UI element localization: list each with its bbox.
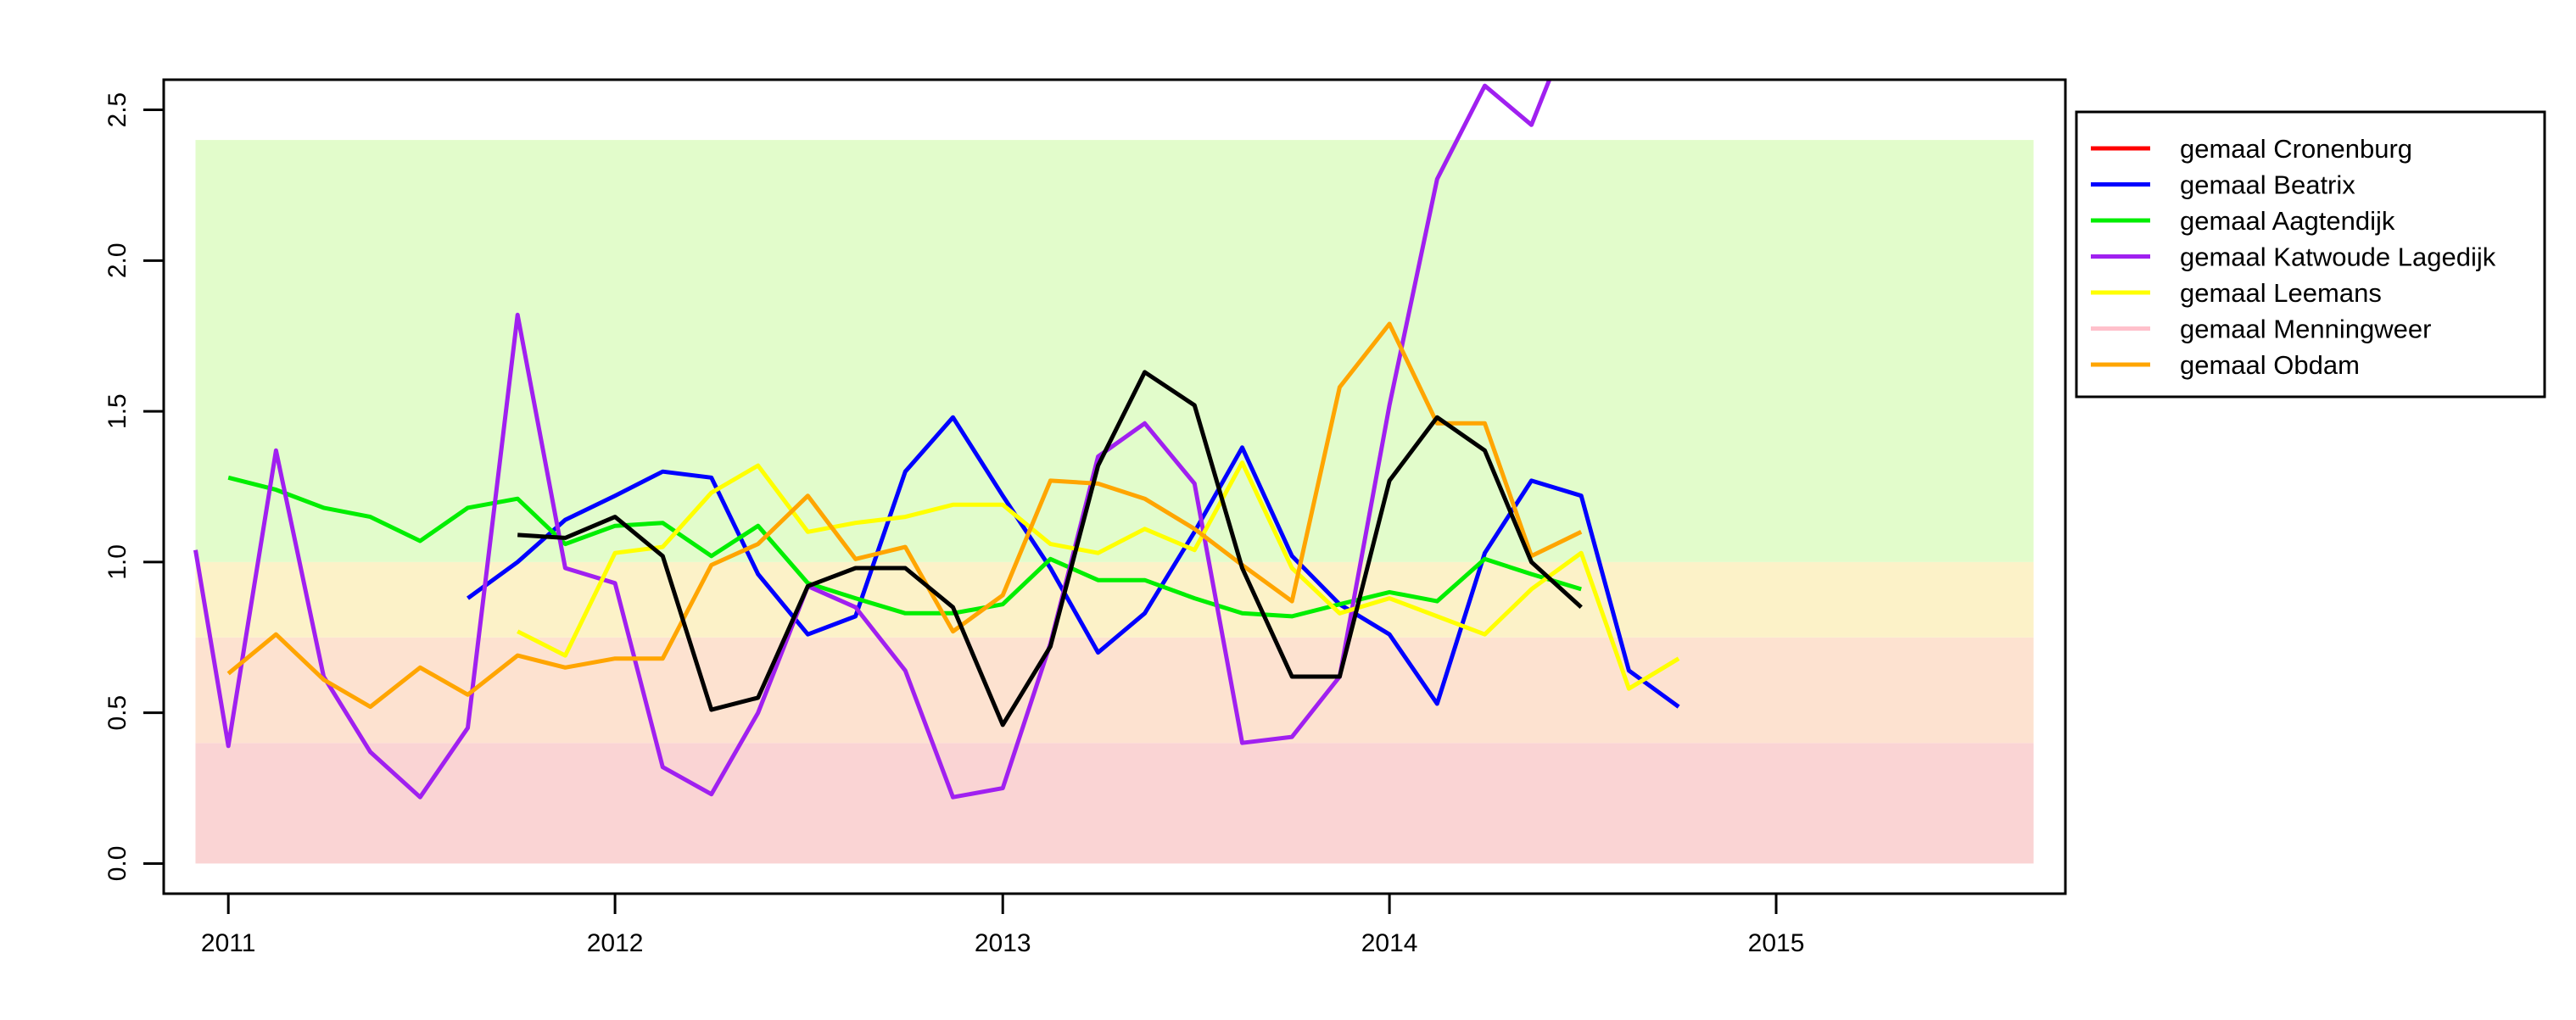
threshold-bands: [195, 140, 2034, 864]
x-tick-label: 2012: [587, 929, 644, 957]
series-line: [227, 475, 1582, 619]
legend-label: gemaal Obdam: [2180, 350, 2360, 380]
legend-label: gemaal Aagtendijk: [2180, 206, 2395, 236]
legend-label: gemaal Cronenburg: [2180, 134, 2412, 164]
threshold-band: [195, 140, 2034, 562]
y-tick-label: 0.0: [103, 846, 131, 882]
x-tick-label: 2013: [975, 929, 1031, 957]
x-tick-label: 2014: [1361, 929, 1418, 957]
legend-label: gemaal Katwoude Lagedijk: [2180, 242, 2496, 272]
series-lines: [193, 80, 1680, 800]
series-line: [226, 321, 1583, 710]
y-axis: 0.0 0.5 1.0 1.5 2.0 2.5: [103, 92, 165, 882]
x-tick-label: 2015: [1748, 929, 1805, 957]
y-tick-label: 2.0: [103, 242, 131, 278]
series-line: [517, 370, 1583, 727]
series-line: [517, 460, 1680, 691]
threshold-band: [195, 561, 2034, 638]
threshold-band: [195, 743, 2034, 864]
y-tick-label: 2.5: [103, 92, 131, 128]
legend-label: gemaal Menningweer: [2180, 315, 2431, 344]
series-line: [193, 80, 1552, 800]
threshold-band: [195, 637, 2034, 744]
x-axis: 2011 2012 2013 2014 2015: [201, 892, 1805, 957]
y-tick-label: 1.0: [103, 544, 131, 580]
y-tick-label: 0.5: [103, 695, 131, 731]
x-tick-label: 2011: [201, 929, 256, 957]
legend-box: [2075, 110, 2546, 399]
legend-label: gemaal Leemans: [2180, 278, 2382, 308]
y-tick-label: 1.5: [103, 393, 131, 429]
legend: gemaal Cronenburg gemaal Beatrix gemaal Aa…: [2075, 110, 2546, 399]
legend-label: gemaal Beatrix: [2180, 170, 2355, 200]
series-line: [467, 415, 1680, 709]
